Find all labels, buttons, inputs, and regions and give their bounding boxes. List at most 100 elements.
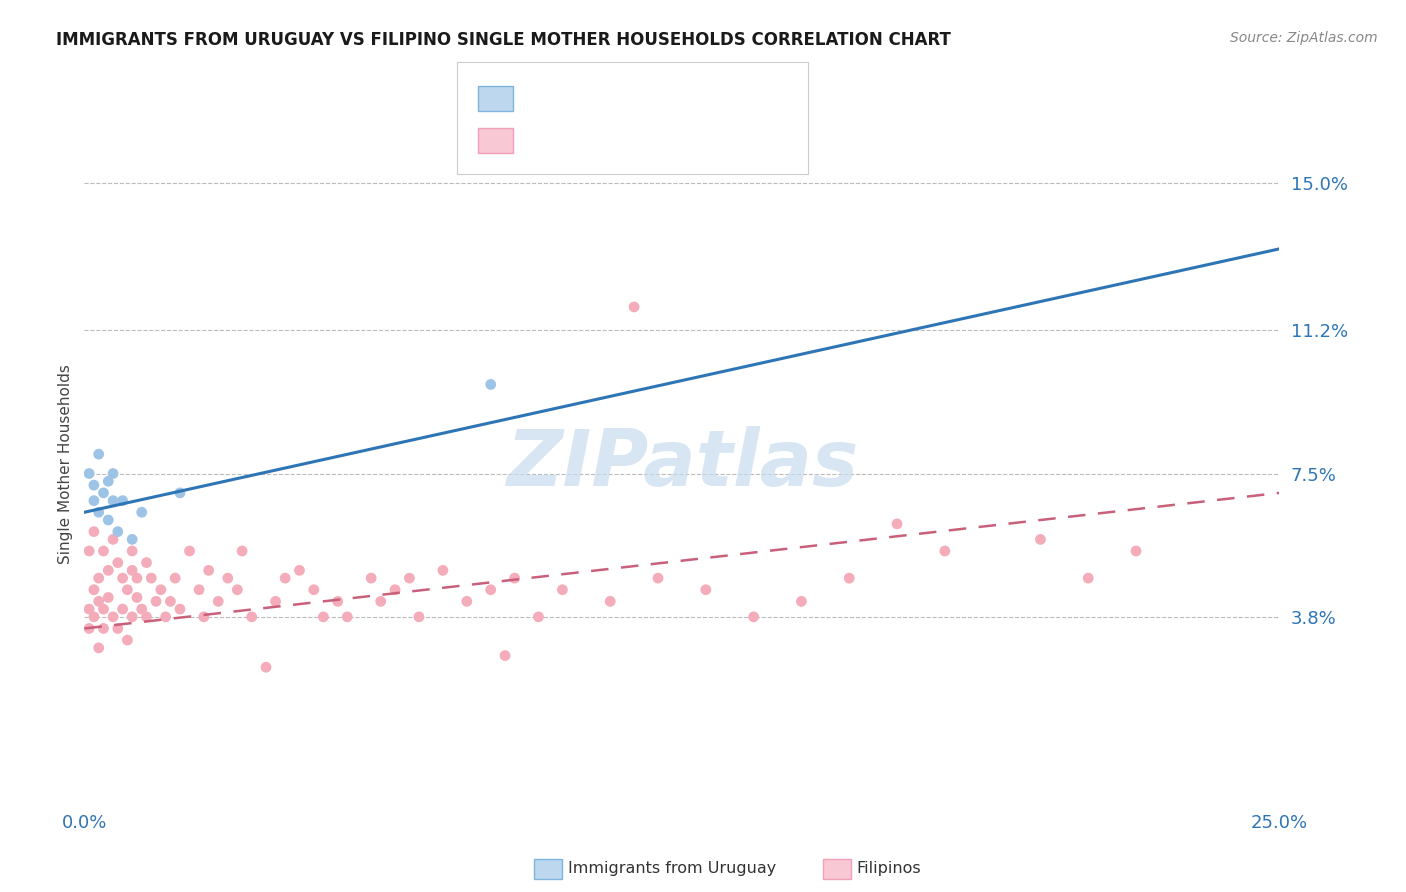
Point [83, 493, 105, 508]
Point [599, 594, 621, 608]
Point [159, 594, 181, 608]
Point [503, 571, 526, 585]
Point [165, 571, 187, 585]
Point [101, 533, 124, 547]
Point [551, 582, 574, 597]
Point [97, 513, 120, 527]
Text: R = 0.189: R = 0.189 [523, 131, 613, 149]
Point [1125, 544, 1147, 558]
Point [169, 602, 191, 616]
Point [288, 563, 311, 577]
Point [312, 610, 335, 624]
Point [77, 622, 100, 636]
Point [87, 594, 110, 608]
Point [87, 640, 110, 655]
Point [121, 563, 143, 577]
Point [77, 544, 100, 558]
Point [87, 505, 110, 519]
Text: Filipinos: Filipinos [856, 862, 921, 876]
Point [432, 563, 454, 577]
Point [695, 582, 717, 597]
Point [231, 544, 253, 558]
Point [135, 610, 157, 624]
Point [479, 582, 502, 597]
Point [188, 582, 211, 597]
Point [370, 594, 392, 608]
Point [93, 602, 115, 616]
Point [197, 563, 219, 577]
Text: N = 78: N = 78 [682, 131, 745, 149]
Point [217, 571, 239, 585]
Point [647, 571, 669, 585]
Text: Immigrants from Uruguay: Immigrants from Uruguay [568, 862, 776, 876]
Point [83, 478, 105, 492]
Point [87, 571, 110, 585]
Text: IMMIGRANTS FROM URUGUAY VS FILIPINO SINGLE MOTHER HOUSEHOLDS CORRELATION CHART: IMMIGRANTS FROM URUGUAY VS FILIPINO SING… [56, 31, 950, 49]
Point [207, 594, 229, 608]
Point [135, 556, 157, 570]
Point [360, 571, 382, 585]
Point [111, 602, 134, 616]
Point [101, 493, 124, 508]
Point [107, 524, 129, 539]
Point [193, 610, 215, 624]
Point [121, 544, 143, 558]
Point [264, 594, 287, 608]
Point [274, 571, 297, 585]
Point [125, 591, 148, 605]
Point [398, 571, 420, 585]
Point [87, 447, 110, 461]
Point [623, 300, 645, 314]
Point [93, 622, 115, 636]
Point [408, 610, 430, 624]
Point [1029, 533, 1052, 547]
Point [97, 563, 120, 577]
Point [77, 602, 100, 616]
Point [111, 571, 134, 585]
Point [1077, 571, 1099, 585]
Point [149, 582, 172, 597]
Point [302, 582, 325, 597]
Text: N = 16: N = 16 [682, 89, 745, 107]
Point [83, 582, 105, 597]
Point [121, 533, 143, 547]
Point [326, 594, 349, 608]
Text: Source: ZipAtlas.com: Source: ZipAtlas.com [1230, 31, 1378, 45]
Point [790, 594, 813, 608]
Point [226, 582, 249, 597]
Point [93, 544, 115, 558]
Point [83, 610, 105, 624]
Point [886, 516, 908, 531]
Point [97, 591, 120, 605]
Point [107, 622, 129, 636]
Point [131, 602, 153, 616]
Text: ZIPatlas: ZIPatlas [506, 425, 858, 502]
Point [111, 493, 134, 508]
Point [479, 377, 502, 392]
Point [101, 610, 124, 624]
Point [77, 467, 100, 481]
Point [97, 475, 120, 489]
Text: R = 0.632: R = 0.632 [523, 89, 613, 107]
Point [125, 571, 148, 585]
Point [494, 648, 516, 663]
Point [179, 544, 201, 558]
Point [83, 524, 105, 539]
Point [121, 610, 143, 624]
Point [107, 556, 129, 570]
Point [240, 610, 263, 624]
Point [117, 633, 139, 648]
Point [145, 594, 167, 608]
Point [141, 571, 163, 585]
Point [934, 544, 956, 558]
Point [131, 505, 153, 519]
Point [527, 610, 550, 624]
Point [336, 610, 359, 624]
Point [838, 571, 860, 585]
Point [93, 486, 115, 500]
Y-axis label: Single Mother Households: Single Mother Households [58, 364, 73, 564]
Point [169, 486, 191, 500]
Point [254, 660, 277, 674]
Point [742, 610, 765, 624]
Point [384, 582, 406, 597]
